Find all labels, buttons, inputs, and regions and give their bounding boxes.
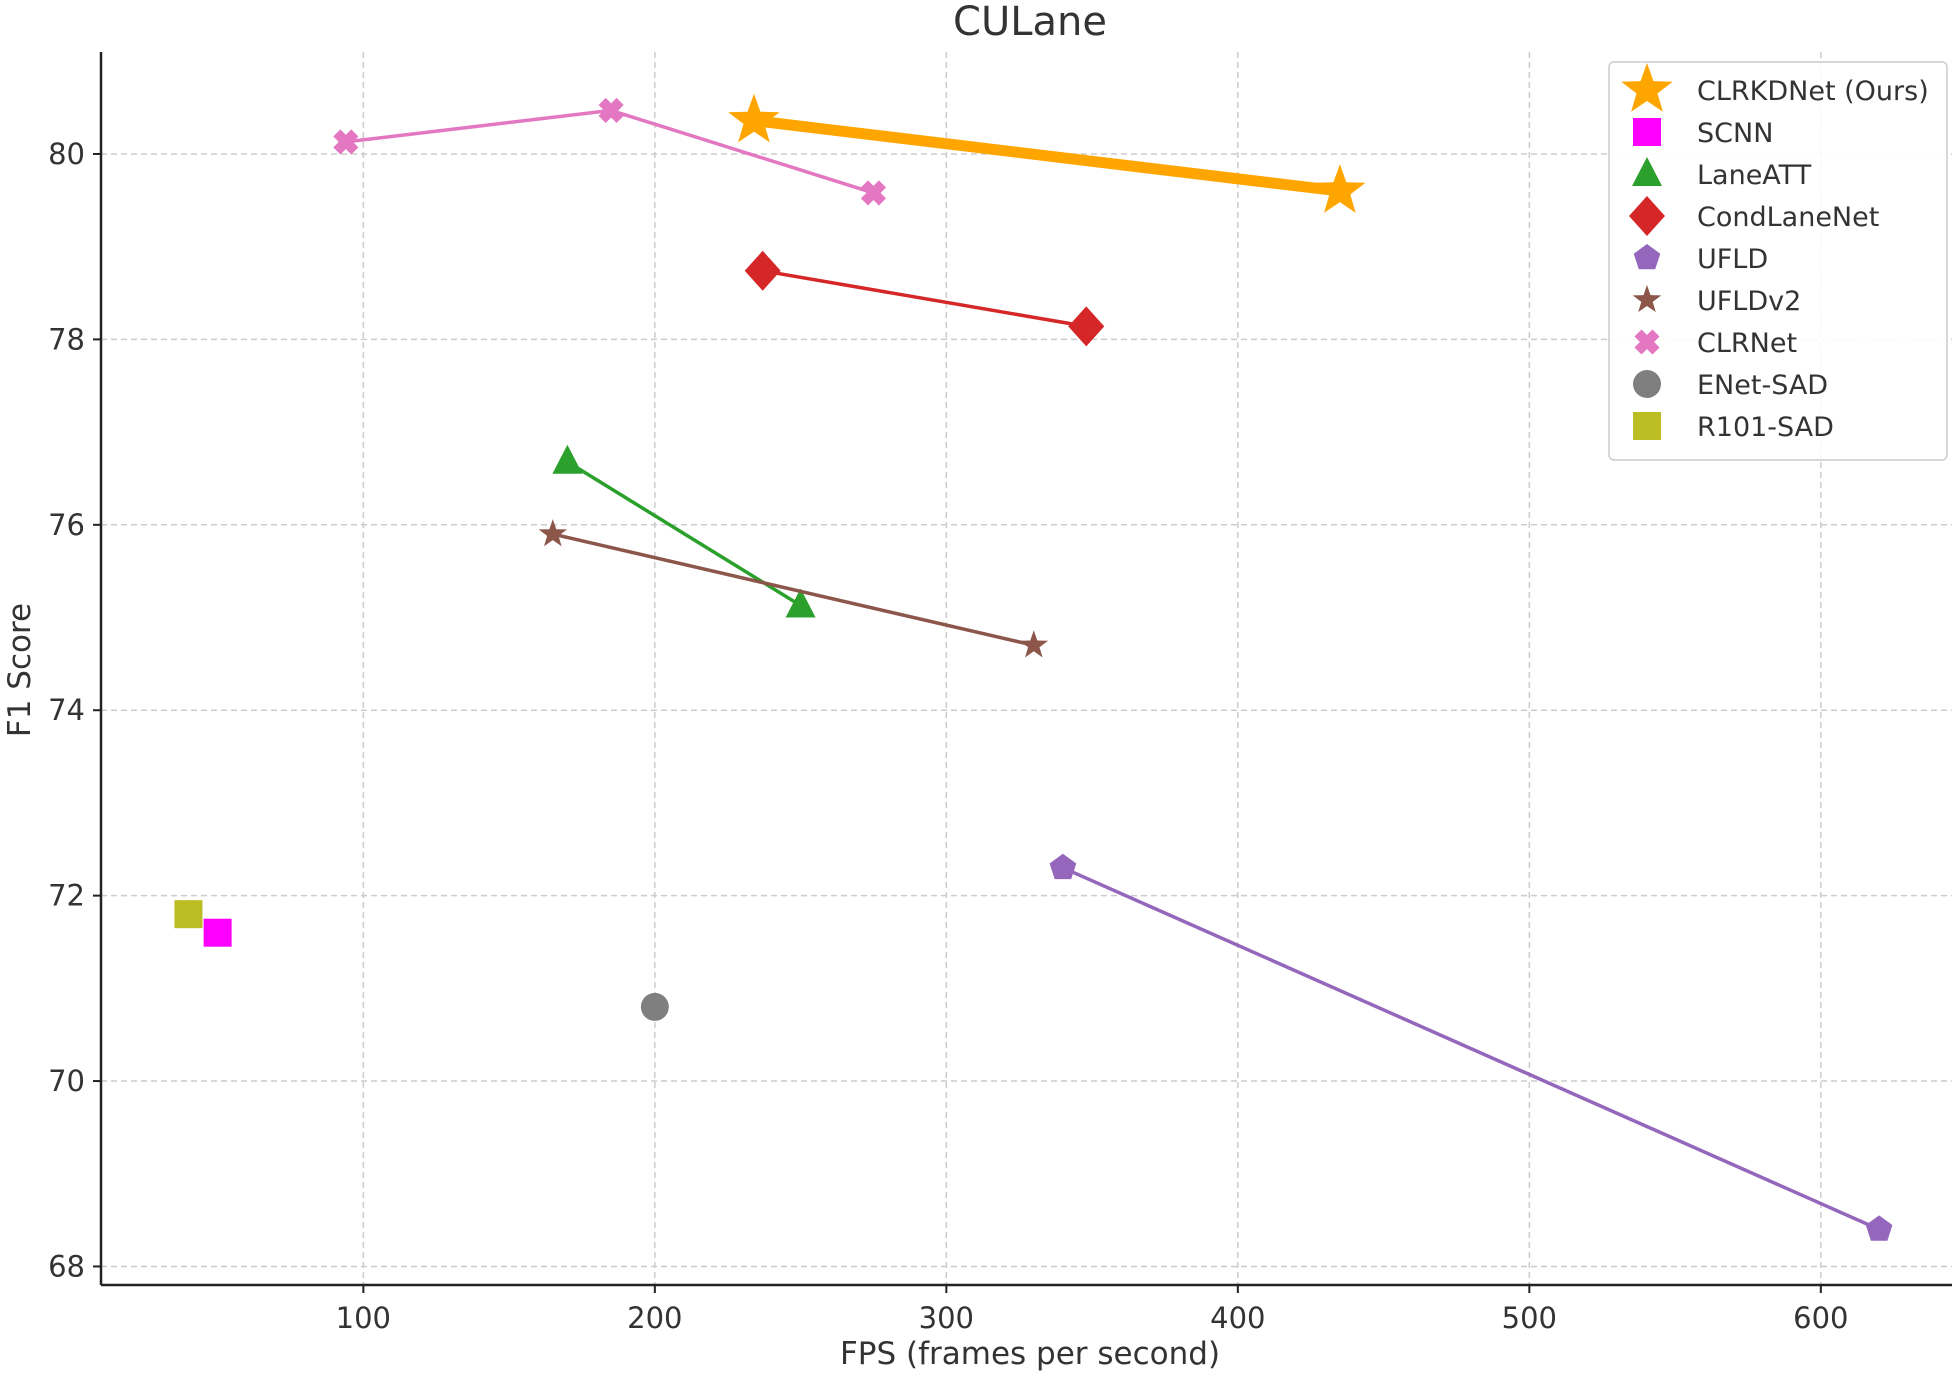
chart-title: CULane — [953, 0, 1107, 45]
data-series — [174, 93, 1893, 1241]
legend-marker-ufldv2 — [1632, 285, 1662, 313]
series-line-condlanenet — [762, 269, 1087, 329]
series-line-clrkdnet-ours — [753, 115, 1341, 197]
data-point-condlanenet — [744, 250, 781, 291]
legend-label-ufld: UFLD — [1697, 244, 1768, 275]
series-laneatt — [552, 444, 816, 618]
y-axis-ticks: 68 70 72 74 76 78 80 — [48, 137, 101, 1283]
y-tick-label: 76 — [48, 508, 85, 542]
data-point-clrnet — [860, 180, 887, 206]
legend-label-clrkdnet-ours: CLRKDNet (Ours) — [1697, 76, 1929, 107]
x-axis-label: FPS (frames per second) — [840, 1336, 1220, 1372]
y-tick-label: 70 — [48, 1064, 85, 1098]
legend-marker-clrnet — [1634, 329, 1660, 355]
axes — [99, 52, 1952, 1287]
y-tick-label: 68 — [48, 1249, 85, 1283]
legend-label-clrnet: CLRNet — [1697, 328, 1797, 359]
data-point-r101-sad — [174, 900, 203, 929]
data-point-clrnet — [333, 129, 359, 155]
data-point-ufldv2 — [538, 519, 568, 547]
legend-marker-condlanenet — [1629, 196, 1665, 236]
legend-marker-r101-sad — [1633, 412, 1661, 440]
legend: CLRKDNet (Ours) SCNN LaneATT CondLaneNet UFL… — [1608, 61, 1948, 461]
legend-marker-scnn — [1633, 118, 1661, 146]
legend-box — [1608, 61, 1948, 461]
data-point-clrnet — [598, 97, 624, 123]
y-tick-label: 78 — [48, 322, 85, 356]
legend-label-laneatt: LaneATT — [1697, 160, 1812, 191]
x-tick-label: 500 — [1502, 1301, 1557, 1335]
data-point-clrkdnet-ours — [728, 93, 780, 143]
legend-label-r101-sad: R101-SAD — [1697, 412, 1834, 443]
data-point-ufld — [1865, 1215, 1893, 1241]
y-tick-label: 80 — [48, 137, 85, 171]
y-tick-label: 72 — [48, 879, 85, 913]
legend-marker-laneatt — [1632, 157, 1662, 186]
legend-marker-enet-sad — [1633, 370, 1661, 398]
data-point-enet-sad — [640, 992, 669, 1021]
x-tick-label: 400 — [1210, 1301, 1265, 1335]
series-line-ufld — [1062, 866, 1880, 1232]
series-line-ufldv2 — [552, 532, 1035, 648]
y-tick-label: 74 — [48, 693, 85, 727]
legend-label-condlanenet: CondLaneNet — [1697, 202, 1879, 233]
legend-label-scnn: SCNN — [1697, 118, 1773, 149]
series-enet-sad — [640, 992, 669, 1021]
data-point-ufld — [1049, 853, 1077, 880]
legend-marker-ufld — [1633, 244, 1661, 270]
data-point-laneatt — [552, 444, 583, 474]
x-tick-label: 100 — [336, 1301, 391, 1335]
series-clrnet — [333, 97, 887, 206]
series-ufld — [1049, 853, 1893, 1241]
y-axis-label: F1 Score — [2, 603, 38, 737]
data-point-scnn — [203, 918, 232, 947]
data-point-ufldv2 — [1019, 630, 1049, 658]
series-r101-sad — [174, 900, 203, 929]
series-scnn — [203, 918, 232, 947]
legend-label-ufldv2: UFLDv2 — [1697, 286, 1801, 317]
data-point-laneatt — [785, 588, 816, 618]
series-condlanenet — [744, 250, 1105, 347]
data-point-clrkdnet-ours — [1314, 164, 1366, 213]
x-tick-label: 300 — [919, 1301, 974, 1335]
series-clrkdnet-ours — [728, 93, 1366, 213]
legend-marker-clrkdnet-ours — [1621, 63, 1673, 112]
legend-label-enet-sad: ENet-SAD — [1697, 370, 1828, 401]
x-axis-ticks: 100 200 300 400 500 600 — [336, 1285, 1849, 1335]
series-ufldv2 — [538, 519, 1049, 658]
x-tick-label: 600 — [1793, 1301, 1848, 1335]
data-point-condlanenet — [1068, 306, 1105, 347]
x-tick-label: 200 — [627, 1301, 682, 1335]
